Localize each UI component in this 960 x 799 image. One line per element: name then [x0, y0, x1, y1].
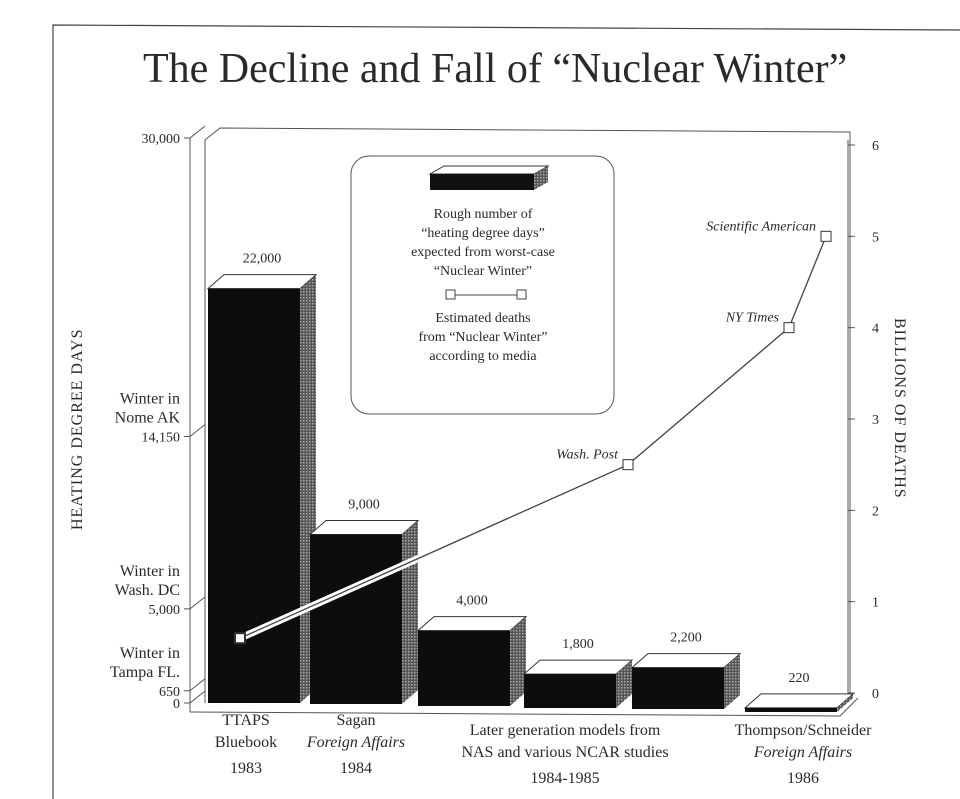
- left-axis: 30,000 14,150 Winter in Nome AK 5,000 Winter …: [110, 125, 206, 712]
- bar-top: [522, 659, 634, 675]
- chart-title: The Decline and Fall of “Nuclear Winter”: [143, 46, 847, 92]
- y2-tick-label: 3: [872, 413, 879, 428]
- legend-bar-text: Rough number of: [434, 207, 533, 222]
- line-point-label: Scientific American: [706, 219, 816, 234]
- line-point: [622, 459, 634, 471]
- floor: [189, 697, 859, 717]
- bar-value-label: 1,800: [562, 637, 594, 652]
- category-label: Thompson/Schneider: [735, 722, 873, 739]
- legend-bar-swatch: [428, 165, 550, 190]
- bar-value-label: 4,000: [456, 594, 488, 609]
- y-tick: [184, 125, 206, 139]
- line-point: [783, 322, 795, 334]
- y2-tick-label: 6: [872, 139, 879, 154]
- bar-front: [524, 674, 616, 708]
- y-tick: [184, 424, 206, 438]
- legend-line-text: from “Nuclear Winter”: [418, 330, 547, 345]
- right-axis-ticks: 0 1 2 3 4 5 6: [848, 139, 879, 702]
- y-tick-annotation: Nome AK: [115, 410, 181, 427]
- legend-line-text: according to media: [429, 349, 537, 364]
- bar-front: [632, 667, 724, 709]
- bar-top: [743, 693, 855, 709]
- y-tick-annotation: Tampa FL.: [110, 664, 180, 681]
- category-label: 1983: [230, 760, 262, 777]
- line-point-label: NY Times: [725, 311, 780, 326]
- y-tick-label: 0: [173, 697, 180, 712]
- y2-tick-label: 2: [872, 504, 879, 519]
- legend-bar-text: expected from worst-case: [411, 245, 555, 260]
- category-label: Later generation models from: [470, 722, 661, 739]
- bar-value-label: 9,000: [348, 498, 380, 513]
- bar-front: [310, 534, 402, 704]
- category-label: 1984-1985: [530, 770, 599, 787]
- bar-top: [308, 520, 420, 535]
- bar-top: [630, 653, 742, 669]
- bar-side: [724, 653, 740, 709]
- bar-front: [418, 630, 510, 706]
- y-tick: [184, 596, 206, 610]
- bar-side: [616, 660, 632, 708]
- bar-top: [416, 616, 528, 632]
- bar: 220: [743, 671, 855, 712]
- category-label: Bluebook: [215, 734, 277, 751]
- legend-line-text: Estimated deaths: [435, 311, 530, 326]
- bar-front: [745, 707, 837, 712]
- line-path: [239, 236, 827, 639]
- legend-bar-text: “heating degree days”: [421, 226, 545, 241]
- y-tick-annotation: Wash. DC: [115, 582, 180, 599]
- category-label: Foreign Affairs: [753, 744, 852, 761]
- legend-bar-text: “Nuclear Winter”: [434, 264, 532, 279]
- bar-top: [206, 274, 318, 290]
- category-label: 1986: [787, 770, 819, 787]
- y-tick-label: 5,000: [149, 603, 181, 618]
- bars: 22,000 9,000 4,000 1,800 2,200 220: [206, 252, 855, 712]
- category-labels: TTAPS Bluebook 1983 Sagan Foreign Affairs 198…: [215, 712, 872, 787]
- deaths-line: Wash. Post NY Times Scientific American: [234, 219, 832, 645]
- bar-value-label: 22,000: [243, 252, 282, 267]
- bar-value-label: 2,200: [670, 631, 702, 646]
- legend-box: [350, 155, 615, 415]
- back-wall: [204, 127, 851, 703]
- category-label: 1984: [340, 760, 372, 777]
- y-axis-title: HEATING DEGREE DAYS: [69, 328, 86, 530]
- y-tick-annotation: Winter in: [120, 391, 180, 408]
- bar-value-label: 220: [789, 671, 810, 686]
- category-label: Sagan: [336, 712, 375, 729]
- page-frame: [52, 24, 960, 799]
- y2-tick-label: 4: [872, 322, 879, 337]
- legend: Rough number of “heating degree days” expe…: [350, 155, 615, 415]
- legend-line-swatch: [445, 289, 527, 300]
- category-label: NAS and various NCAR studies: [461, 744, 668, 761]
- y-tick-annotation: Winter in: [120, 563, 180, 580]
- bar: 4,000: [416, 594, 528, 706]
- category-label: TTAPS: [222, 712, 270, 729]
- bar: 22,000: [206, 252, 318, 703]
- y2-tick-label: 1: [872, 596, 879, 611]
- bar-side: [837, 693, 853, 712]
- y2-axis-title: BILLIONS OF DEATHS: [891, 318, 908, 499]
- y-tick-label: 650: [159, 685, 180, 700]
- bar: 2,200: [630, 631, 742, 709]
- y-tick-label: 14,150: [142, 431, 181, 446]
- bar-front: [208, 288, 300, 703]
- line-point: [820, 230, 832, 242]
- y-tick: [184, 690, 206, 704]
- y-tick-annotation: Winter in: [120, 645, 180, 662]
- bar: 9,000: [308, 498, 420, 704]
- line-point: [234, 632, 246, 645]
- y2-tick-label: 0: [872, 687, 879, 702]
- category-label: Foreign Affairs: [306, 734, 405, 751]
- line-point-label: Wash. Post: [556, 448, 619, 463]
- y-tick-label: 30,000: [142, 132, 181, 147]
- bar: 1,800: [522, 637, 634, 708]
- bar-side: [510, 616, 526, 706]
- y2-tick-label: 5: [872, 230, 879, 245]
- y-tick: [184, 678, 206, 692]
- bar-side: [402, 520, 418, 704]
